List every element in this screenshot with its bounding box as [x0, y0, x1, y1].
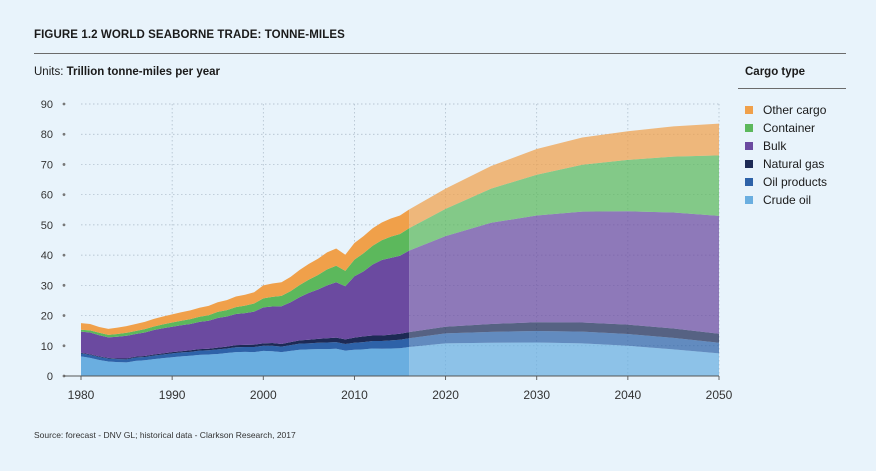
- legend-item-oil-products: Oil products: [738, 173, 846, 191]
- legend-label: Bulk: [763, 139, 787, 153]
- y-tick-label: 50: [41, 220, 53, 232]
- x-tick-label: 1990: [159, 388, 186, 402]
- y-tick-label: 0: [47, 371, 53, 383]
- x-tick-label: 2040: [615, 388, 642, 402]
- legend-swatch: [745, 106, 753, 114]
- y-tick-label: 10: [41, 341, 53, 353]
- x-tick-label: 2030: [523, 388, 550, 402]
- legend-swatch: [745, 196, 753, 204]
- area-other-cargo-forecast: [409, 123, 719, 229]
- legend-label: Other cargo: [763, 103, 827, 117]
- legend-swatch: [745, 160, 753, 168]
- legend-item-container: Container: [738, 119, 846, 137]
- x-tick-label: 2020: [432, 388, 459, 402]
- y-tick-label: 90: [41, 99, 53, 111]
- legend-divider: [738, 88, 846, 89]
- title-divider: [34, 53, 846, 54]
- legend-swatch: [745, 142, 753, 150]
- x-tick-label: 2050: [706, 388, 733, 402]
- legend-label: Container: [763, 121, 816, 135]
- source-note: Source: forecast - DNV GL; historical da…: [34, 430, 296, 440]
- y-tick-mark: [62, 253, 66, 257]
- y-tick-mark: [62, 223, 66, 227]
- x-tick-label: 2010: [341, 388, 368, 402]
- legend: Cargo type Other cargo Container Bulk Natur…: [738, 66, 846, 209]
- legend-item-natural-gas: Natural gas: [738, 155, 846, 173]
- area-crude-oil-forecast: [409, 342, 719, 376]
- area-bulk-historical: [81, 250, 410, 359]
- y-tick-mark: [62, 132, 66, 136]
- y-tick-label: 60: [41, 190, 53, 202]
- area-bulk-forecast: [409, 211, 719, 334]
- y-tick-label: 80: [41, 129, 53, 141]
- legend-item-other-cargo: Other cargo: [738, 101, 846, 119]
- area-natural-gas-historical: [81, 332, 410, 360]
- y-tick-label: 70: [41, 159, 53, 171]
- y-tick-label: 30: [41, 280, 53, 292]
- area-oil-products-forecast: [409, 330, 719, 354]
- x-tick-label: 1980: [68, 388, 95, 402]
- y-tick-label: 40: [41, 250, 53, 262]
- area-oil-products-historical: [81, 338, 410, 363]
- units-value: Trillion tonne-miles per year: [66, 66, 220, 78]
- legend-swatch: [745, 178, 753, 186]
- area-crude-oil-historical: [81, 346, 410, 376]
- legend-title: Cargo type: [745, 66, 806, 78]
- y-tick-label: 20: [41, 311, 53, 323]
- legend-item-bulk: Bulk: [738, 137, 846, 155]
- legend-item-crude-oil: Crude oil: [738, 191, 846, 209]
- legend-label: Natural gas: [763, 157, 825, 171]
- y-tick-mark: [62, 314, 66, 317]
- legend-swatch: [745, 124, 753, 132]
- y-tick-mark: [62, 344, 66, 348]
- units-prefix: Units:: [34, 66, 64, 78]
- y-tick-mark: [62, 193, 66, 197]
- x-tick-label: 2000: [250, 388, 277, 402]
- legend-label: Oil products: [763, 175, 828, 189]
- chart-title: FIGURE 1.2 WORLD SEABORNE TRADE: TONNE-M…: [34, 29, 345, 41]
- units-label: Units: Trillion tonne-miles per year: [34, 66, 220, 78]
- y-tick-mark: [62, 102, 66, 106]
- y-tick-mark: [62, 283, 66, 287]
- area-natural-gas-forecast: [409, 322, 719, 343]
- area-container-historical: [81, 228, 410, 338]
- area-container-forecast: [409, 155, 719, 251]
- legend-label: Crude oil: [763, 193, 812, 207]
- y-tick-mark: [62, 163, 66, 166]
- legend-list: Other cargo Container Bulk Natural gas Oil p…: [738, 101, 846, 209]
